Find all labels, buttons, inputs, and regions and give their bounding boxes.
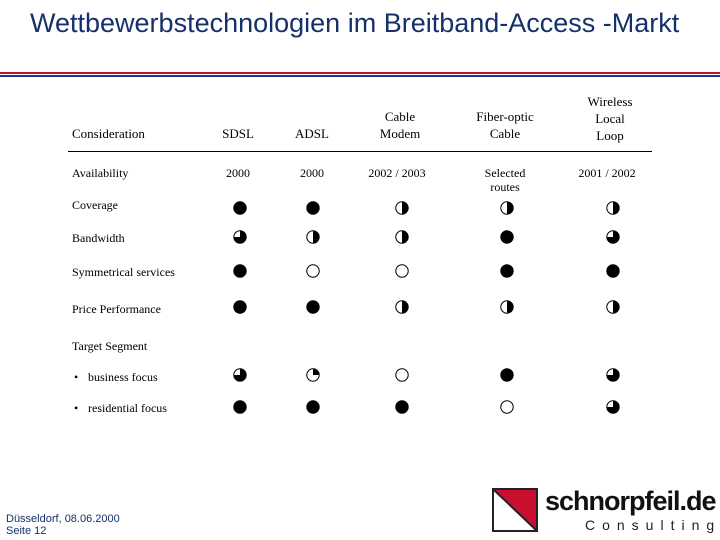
header-cable-line1: Cable (384, 109, 416, 124)
header-fiber-line1: Fiber-optic (476, 109, 534, 124)
header-sdsl: SDSL (222, 126, 254, 141)
harvey-ball-symmetrical-wireless-local-loop-icon (606, 264, 620, 278)
availability-wll: 2001 / 2002 (578, 166, 636, 180)
row-label-bandwidth: Bandwidth (72, 231, 125, 245)
harvey-ball-coverage-wireless-local-loop-icon (606, 201, 620, 215)
row-label-target-segment: Target Segment (72, 339, 148, 353)
row-label-coverage: Coverage (72, 198, 118, 212)
harvey-ball-price-cable-modem-icon (395, 300, 409, 314)
row-label-business-focus: business focus (88, 370, 158, 384)
title-rule-red (0, 72, 720, 74)
header-separator (68, 151, 652, 152)
header-adsl: ADSL (295, 126, 329, 141)
availability-fiber-line2: routes (490, 180, 520, 194)
availability-adsl: 2000 (300, 166, 324, 180)
footer-page-number: Seite 12 (6, 525, 47, 537)
harvey-ball-bandwidth-wireless-local-loop-icon (606, 230, 620, 244)
harvey-ball-bandwidth-sdsl-icon (233, 230, 247, 244)
harvey-ball-coverage-sdsl-icon (233, 201, 247, 215)
header-cable-line2: Modem (379, 126, 421, 141)
harvey-ball-bandwidth-cable-modem-icon (395, 230, 409, 244)
logo-mark-icon (492, 488, 538, 532)
logo-name: schnorpfeil.de (545, 486, 717, 516)
harvey-ball-business-adsl-icon (306, 368, 320, 382)
harvey-ball-symmetrical-cable-modem-icon (395, 264, 409, 278)
availability-fiber-line1: Selected (484, 166, 526, 180)
harvey-ball-symmetrical-sdsl-icon (233, 264, 247, 278)
header-cable-modem: Cable Modem (355, 108, 445, 142)
bullet-business: • (74, 370, 79, 384)
header-wll-line2: Local (595, 111, 625, 126)
harvey-ball-business-wireless-local-loop-icon (606, 368, 620, 382)
title-rule-blue (0, 75, 720, 77)
harvey-ball-business-cable-modem-icon (395, 368, 409, 382)
harvey-ball-residential-adsl-icon (306, 400, 320, 414)
bullet-residential: • (74, 401, 79, 415)
harvey-ball-price-wireless-local-loop-icon (606, 300, 620, 314)
page-title: Wettbewerbstechnologien im Breitband-Acc… (30, 8, 680, 38)
harvey-ball-price-fiber-optic-cable-icon (500, 300, 514, 314)
harvey-ball-bandwidth-adsl-icon (306, 230, 320, 244)
harvey-ball-residential-wireless-local-loop-icon (606, 400, 620, 414)
harvey-ball-business-fiber-optic-cable-icon (500, 368, 514, 382)
harvey-ball-residential-sdsl-icon (233, 400, 247, 414)
header-fiber-line2: Cable (489, 126, 521, 141)
header-consideration: Consideration (72, 126, 145, 141)
harvey-ball-coverage-fiber-optic-cable-icon (500, 201, 514, 215)
harvey-ball-symmetrical-adsl-icon (306, 264, 320, 278)
row-label-residential-focus: residential focus (88, 401, 167, 415)
header-wll-line1: Wireless (587, 94, 633, 109)
harvey-ball-coverage-adsl-icon (306, 201, 320, 215)
availability-cable: 2002 / 2003 (368, 166, 426, 180)
availability-fiber: Selected routes (460, 166, 550, 194)
footer: Düsseldorf, 08.06.2000 Seite 12 (6, 513, 120, 537)
row-label-price-performance: Price Performance (72, 302, 161, 316)
logo-subtitle: Consulting (585, 517, 720, 533)
header-wireless-local-loop: Wireless Local Loop (566, 93, 654, 144)
harvey-ball-business-sdsl-icon (233, 368, 247, 382)
row-label-symmetrical-services: Symmetrical services (72, 265, 175, 279)
footer-location-date: Düsseldorf, 08.06.2000 (6, 513, 120, 525)
harvey-ball-bandwidth-fiber-optic-cable-icon (500, 230, 514, 244)
harvey-ball-price-sdsl-icon (233, 300, 247, 314)
header-wll-line3: Loop (596, 128, 624, 143)
row-label-availability: Availability (72, 166, 129, 180)
harvey-ball-residential-cable-modem-icon (395, 400, 409, 414)
harvey-ball-symmetrical-fiber-optic-cable-icon (500, 264, 514, 278)
harvey-ball-price-adsl-icon (306, 300, 320, 314)
harvey-ball-coverage-cable-modem-icon (395, 201, 409, 215)
harvey-ball-residential-fiber-optic-cable-icon (500, 400, 514, 414)
availability-sdsl: 2000 (226, 166, 250, 180)
header-fiber-cable: Fiber-optic Cable (458, 108, 552, 142)
